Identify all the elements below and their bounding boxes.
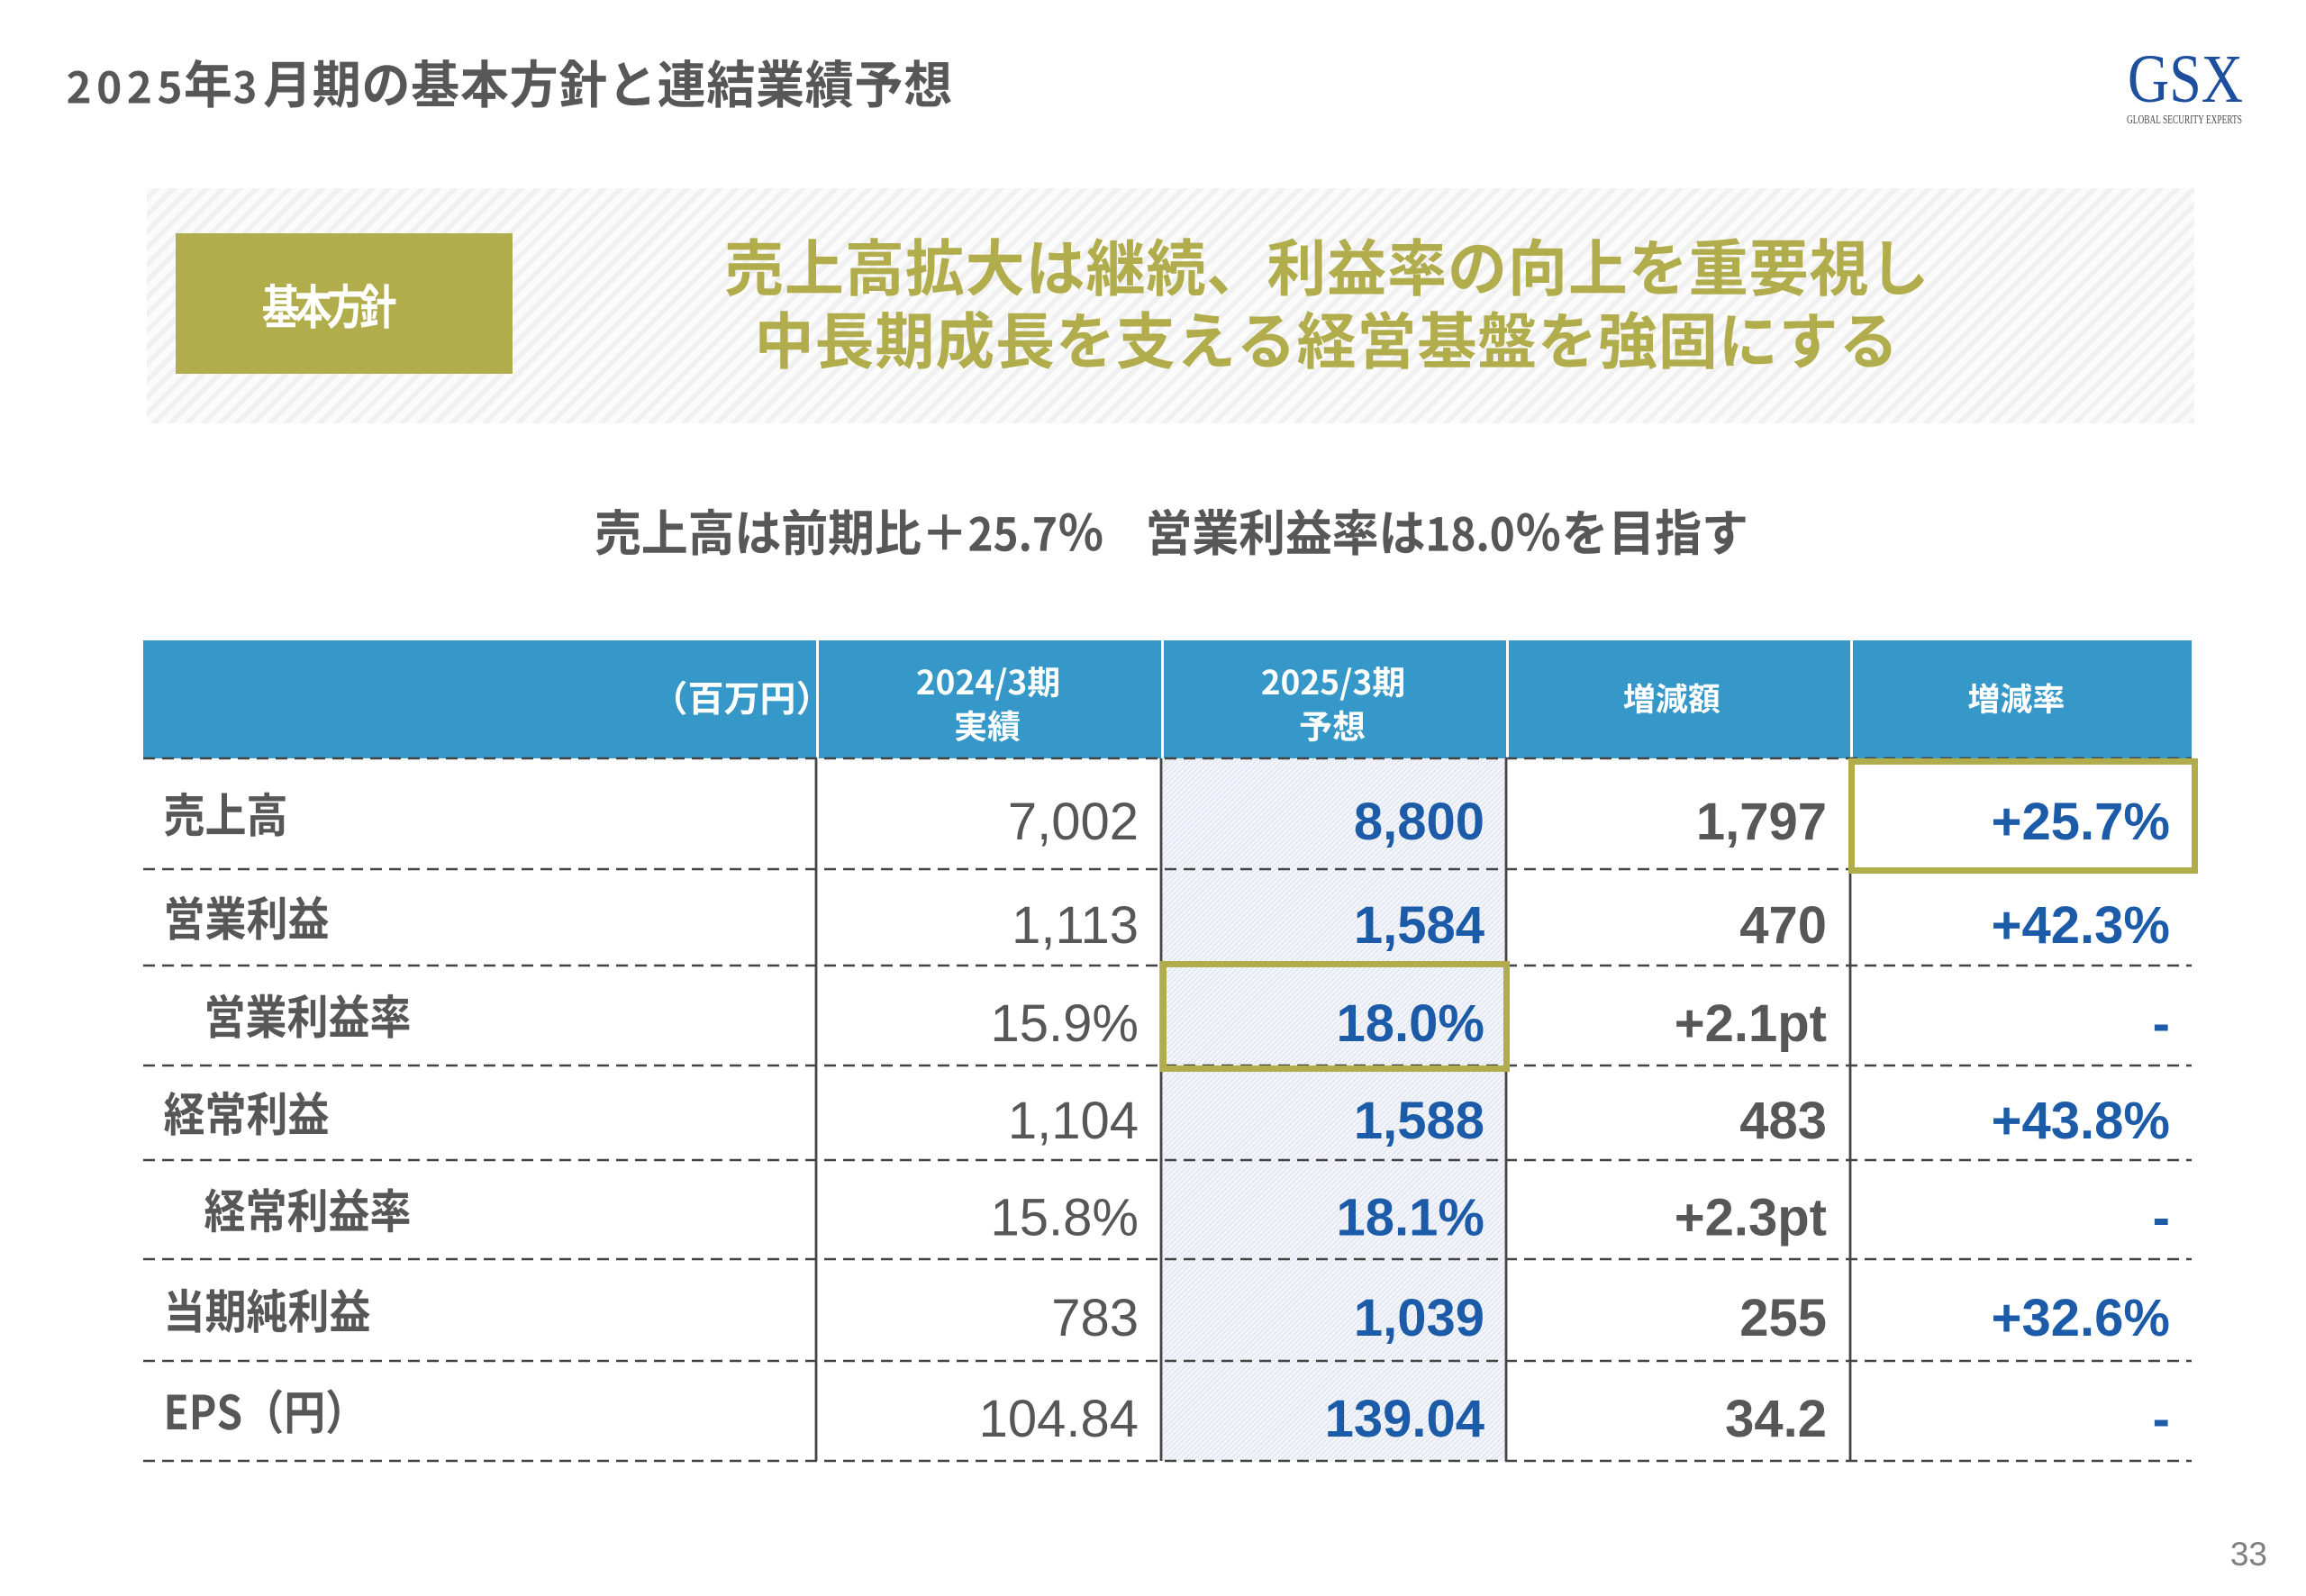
- svg-text:+2.1pt: +2.1pt: [1675, 994, 1827, 1053]
- svg-text:GLOBAL SECURITY EXPERTS: GLOBAL SECURITY EXPERTS: [2127, 113, 2242, 126]
- svg-text:15.9%: 15.9%: [991, 994, 1139, 1053]
- svg-text:-: -: [2153, 1390, 2170, 1448]
- svg-text:7,002: 7,002: [1008, 793, 1139, 851]
- svg-text:34.2: 34.2: [1725, 1390, 1827, 1448]
- svg-text:+42.3%: +42.3%: [1992, 896, 2170, 955]
- svg-text:1,104: 1,104: [1008, 1092, 1139, 1150]
- svg-text:33: 33: [2230, 1536, 2267, 1573]
- svg-text:+2.3pt: +2.3pt: [1675, 1189, 1827, 1247]
- svg-text:104.84: 104.84: [979, 1390, 1139, 1448]
- svg-text:+25.7%: +25.7%: [1992, 793, 2170, 851]
- svg-text:1,588: 1,588: [1354, 1092, 1484, 1150]
- svg-text:-: -: [2153, 994, 2170, 1053]
- svg-text:783: 783: [1051, 1289, 1139, 1347]
- svg-text:+32.6%: +32.6%: [1992, 1289, 2170, 1347]
- svg-text:139.04: 139.04: [1325, 1390, 1484, 1448]
- svg-text:+43.8%: +43.8%: [1992, 1092, 2170, 1150]
- svg-text:18.1%: 18.1%: [1337, 1189, 1484, 1247]
- svg-text:18.0%: 18.0%: [1337, 994, 1484, 1053]
- svg-text:8,800: 8,800: [1354, 793, 1484, 851]
- svg-text:470: 470: [1739, 896, 1827, 955]
- svg-text:GSX: GSX: [2128, 41, 2243, 117]
- svg-text:1,039: 1,039: [1354, 1289, 1484, 1347]
- svg-text:255: 255: [1739, 1289, 1827, 1347]
- svg-text:1,113: 1,113: [1012, 896, 1139, 955]
- svg-text:15.8%: 15.8%: [991, 1189, 1139, 1247]
- svg-text:1,584: 1,584: [1354, 896, 1484, 955]
- svg-text:-: -: [2153, 1189, 2170, 1247]
- svg-text:483: 483: [1739, 1092, 1827, 1150]
- svg-text:1,797: 1,797: [1696, 793, 1827, 851]
